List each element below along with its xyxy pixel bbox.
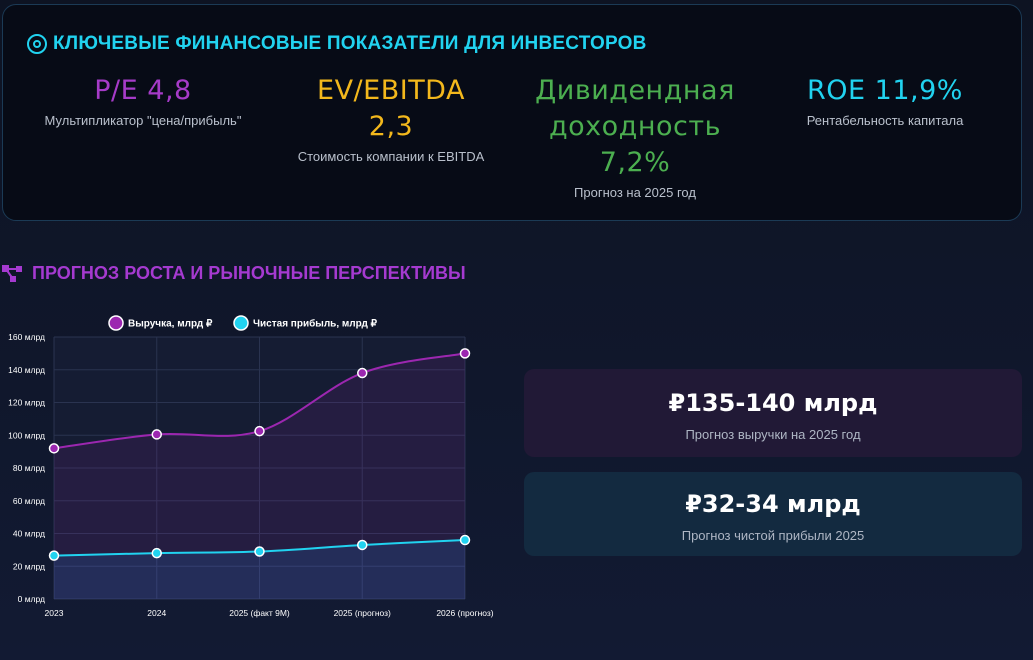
- kpi-value-line: доходность: [548, 111, 721, 142]
- chart-svg: 0 млрд 20 млрд 40 млрд 60 млрд 80 млрд 100 мл…: [8, 315, 494, 618]
- target-icon: [27, 34, 47, 54]
- growth-section-header: ПРОГНОЗ РОСТА И РЫНОЧНЫЕ ПЕРСПЕКТИВЫ: [2, 263, 466, 284]
- x-tick-label: 2025 (прогноз): [334, 608, 391, 618]
- kpi-desc: Рентабельность капитала: [806, 113, 964, 128]
- kpi-value-line: ROE 11,9%: [807, 75, 963, 106]
- data-point: [459, 534, 471, 546]
- x-tick-label: 2025 (факт 9М): [229, 608, 290, 618]
- legend-marker: [233, 315, 249, 331]
- forecast-label: Прогноз выручки на 2025 год: [685, 427, 861, 442]
- data-point: [254, 425, 265, 437]
- data-point: [459, 348, 471, 359]
- kpi-value: ROE 11,9%: [767, 73, 1003, 109]
- kpi-value-line: 2,3: [368, 111, 414, 142]
- kpi-ev-ebitda: EV/EBITDA 2,3 Стоимость компании к EBITD…: [271, 73, 511, 164]
- data-point: [254, 546, 265, 557]
- y-tick-label: 100 млрд: [8, 430, 45, 440]
- kpi-pe: P/E 4,8 Мультипликатор "цена/прибыль": [25, 73, 261, 128]
- kpi-value-line: P/E 4,8: [94, 75, 192, 106]
- kpi-value: Дивидендная доходность 7,2%: [515, 73, 755, 181]
- growth-section-title: ПРОГНОЗ РОСТА И РЫНОЧНЫЕ ПЕРСПЕКТИВЫ: [32, 263, 466, 283]
- kpi-panel: КЛЮЧЕВЫЕ ФИНАНСОВЫЕ ПОКАЗАТЕЛИ ДЛЯ ИНВЕС…: [2, 4, 1022, 221]
- y-tick-label: 60 млрд: [13, 496, 45, 506]
- share-nodes-icon: [2, 264, 22, 282]
- growth-chart: 0 млрд 20 млрд 40 млрд 60 млрд 80 млрд 100 мл…: [0, 305, 510, 635]
- kpi-section-header: КЛЮЧЕВЫЕ ФИНАНСОВЫЕ ПОКАЗАТЕЛИ ДЛЯ ИНВЕС…: [27, 33, 647, 55]
- kpi-value-line: 7,2%: [599, 147, 671, 178]
- forecast-value: ₽135-140 млрд: [668, 389, 878, 417]
- legend-marker: [108, 315, 124, 331]
- data-point: [357, 539, 368, 551]
- kpi-value-line: Дивидендная: [535, 75, 735, 106]
- y-tick-label: 160 млрд: [8, 332, 45, 342]
- data-point: [357, 367, 368, 379]
- kpi-desc: Стоимость компании к EBITDA: [297, 149, 485, 164]
- data-point: [48, 443, 60, 454]
- kpi-roe: ROE 11,9% Рентабельность капитала: [767, 73, 1003, 128]
- x-tick-label: 2026 (прогноз): [436, 608, 493, 618]
- kpi-section-title: КЛЮЧЕВЫЕ ФИНАНСОВЫЕ ПОКАЗАТЕЛИ ДЛЯ ИНВЕС…: [53, 33, 647, 54]
- kpi-desc: Мультипликатор "цена/прибыль": [44, 113, 242, 128]
- y-tick-label: 140 млрд: [8, 365, 45, 375]
- x-tick-label: 2024: [147, 608, 166, 618]
- kpi-value-line: EV/EBITDA: [317, 75, 465, 106]
- x-tick-label: 2023: [45, 608, 64, 618]
- y-tick-label: 80 млрд: [13, 463, 45, 473]
- y-tick-label: 120 млрд: [8, 398, 45, 408]
- legend-label: Выручка, млрд ₽: [128, 319, 213, 330]
- y-tick-label: 0 млрд: [18, 594, 45, 604]
- data-point: [151, 429, 162, 440]
- forecast-value: ₽32-34 млрд: [685, 490, 861, 518]
- y-tick-label: 20 млрд: [13, 561, 45, 571]
- data-point: [151, 547, 162, 559]
- kpi-value: EV/EBITDA 2,3: [271, 73, 511, 145]
- data-point: [48, 550, 60, 561]
- kpi-value: P/E 4,8: [25, 73, 261, 109]
- legend-label: Чистая прибыль, млрд ₽: [253, 318, 378, 330]
- revenue-forecast-card: ₽135-140 млрд Прогноз выручки на 2025 го…: [524, 369, 1022, 457]
- forecast-label: Прогноз чистой прибыли 2025: [681, 528, 865, 543]
- y-tick-label: 40 млрд: [13, 529, 45, 539]
- kpi-desc: Прогноз на 2025 год: [574, 185, 696, 200]
- profit-forecast-card: ₽32-34 млрд Прогноз чистой прибыли 2025: [524, 472, 1022, 556]
- kpi-dividend-yield: Дивидендная доходность 7,2% Прогноз на 2…: [515, 73, 755, 200]
- series-area: [54, 353, 465, 599]
